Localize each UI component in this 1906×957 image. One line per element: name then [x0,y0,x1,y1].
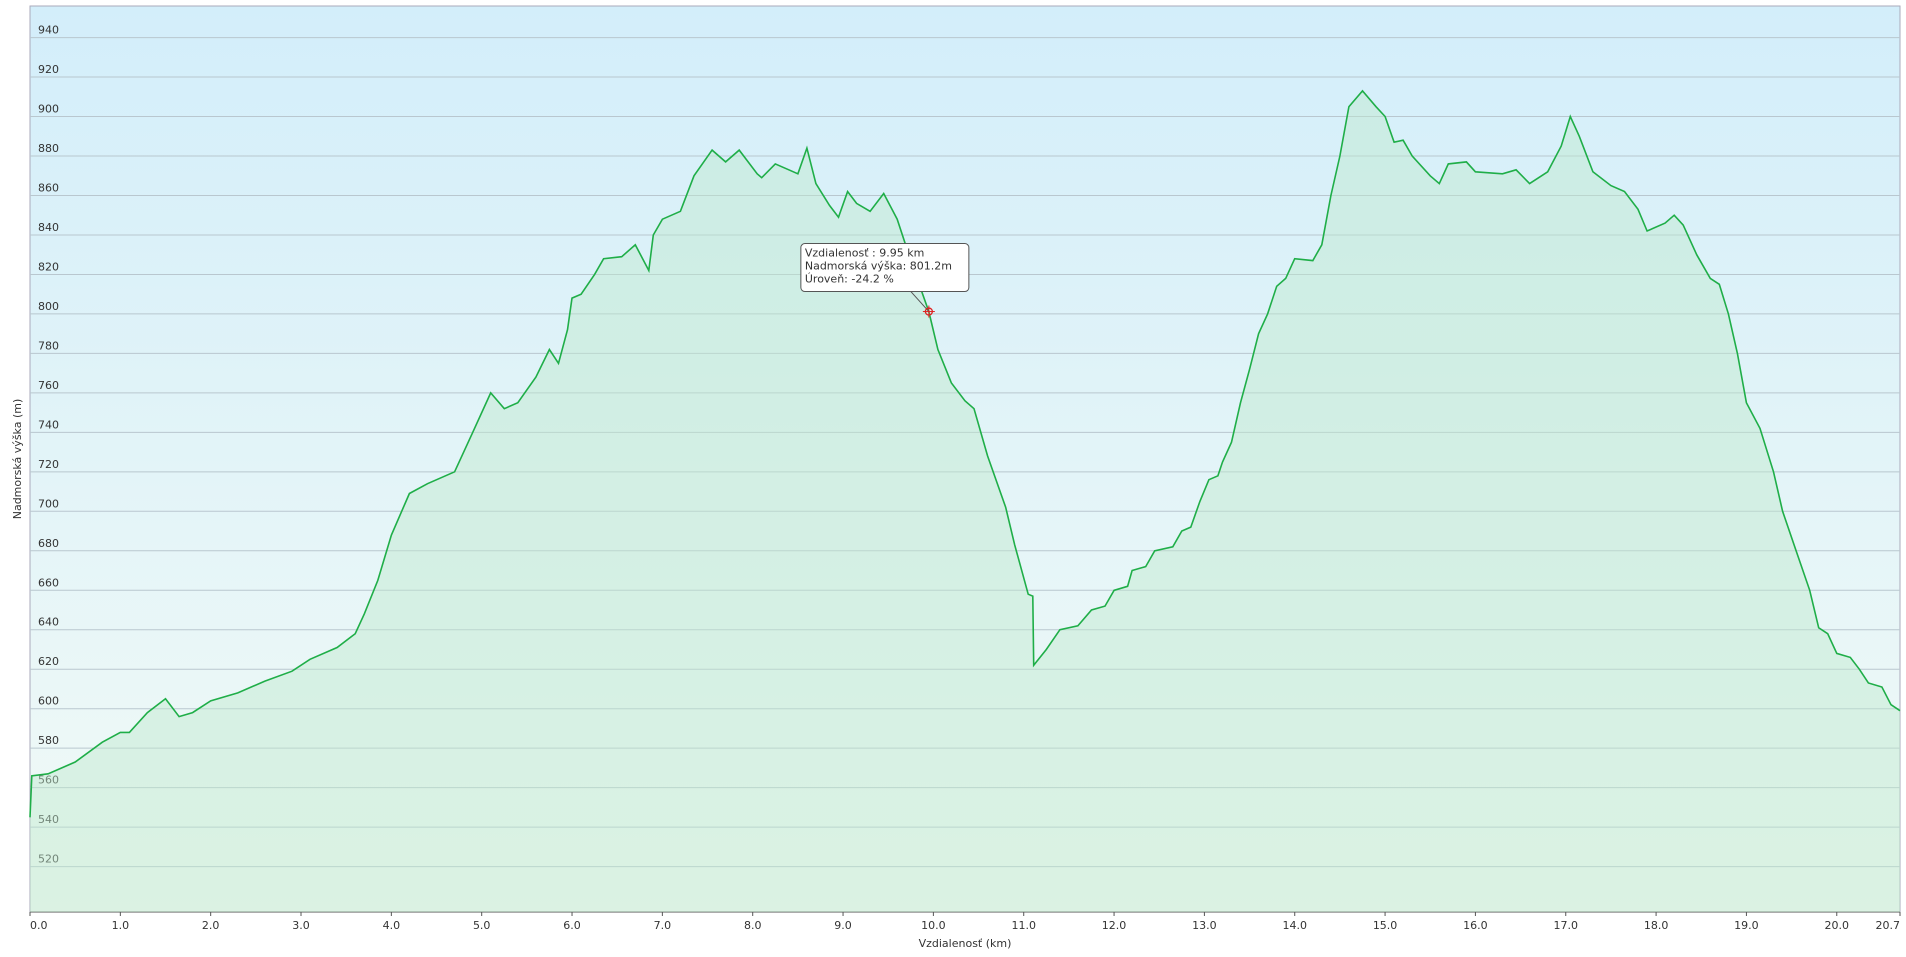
x-tick-label: 20.7 [1876,919,1901,932]
x-tick-label: 6.0 [563,919,581,932]
x-tick-label: 3.0 [292,919,310,932]
plot-area [29,5,1901,913]
x-tick-label: 0.0 [30,919,48,932]
x-tick-label: 17.0 [1553,919,1578,932]
y-tick-label: 860 [38,181,59,194]
y-tick-label: 520 [38,853,59,866]
x-tick-label: 16.0 [1463,919,1488,932]
x-tick-label: 11.0 [1011,919,1036,932]
y-tick-label: 620 [38,655,59,668]
x-tick-label: 19.0 [1734,919,1759,932]
x-axis-title: Vzdialenosť (km) [919,937,1012,950]
x-tick-label: 5.0 [473,919,491,932]
y-tick-label: 540 [38,813,59,826]
x-tick-label: 15.0 [1373,919,1398,932]
y-tick-label: 780 [38,339,59,352]
y-tick-label: 660 [38,576,59,589]
y-tick-label: 920 [38,63,59,76]
y-tick-label: 640 [38,616,59,629]
x-tick-label: 9.0 [834,919,852,932]
x-tick-label: 1.0 [112,919,130,932]
y-tick-label: 760 [38,379,59,392]
x-tick-label: 12.0 [1102,919,1127,932]
y-tick-label: 720 [38,458,59,471]
x-tick-label: 20.0 [1825,919,1850,932]
y-tick-label: 600 [38,695,59,708]
y-axis-title: Nadmorská výška (m) [11,399,24,520]
tooltip-text: Úroveň: -24.2 % [805,273,894,286]
x-tick-label: 18.0 [1644,919,1669,932]
y-tick-label: 560 [38,774,59,787]
y-tick-label: 820 [38,260,59,273]
y-tick-label: 580 [38,734,59,747]
tooltip-box [800,243,970,293]
x-tick-label: 14.0 [1282,919,1307,932]
elevation-line [29,89,1901,818]
y-tick-label: 900 [38,103,59,116]
x-tick-label: 8.0 [744,919,762,932]
x-tick-label: 13.0 [1192,919,1217,932]
y-tick-label: 740 [38,418,59,431]
y-tick-label: 700 [38,497,59,510]
y-tick-label: 840 [38,221,59,234]
x-tick-label: 2.0 [202,919,220,932]
elevation-area [30,90,1900,912]
x-tick-label: 4.0 [383,919,401,932]
tooltip-text: Nadmorská výška: 801.2m [805,260,952,273]
y-tick-label: 800 [38,300,59,313]
y-tick-label: 940 [38,24,59,37]
y-tick-label: 880 [38,142,59,155]
tooltip-pointer [910,291,930,312]
x-tick-label: 10.0 [921,919,946,932]
x-tick-label: 7.0 [654,919,672,932]
y-tick-label: 680 [38,537,59,550]
tooltip-text: Vzdialenosť : 9.95 km [805,247,924,260]
